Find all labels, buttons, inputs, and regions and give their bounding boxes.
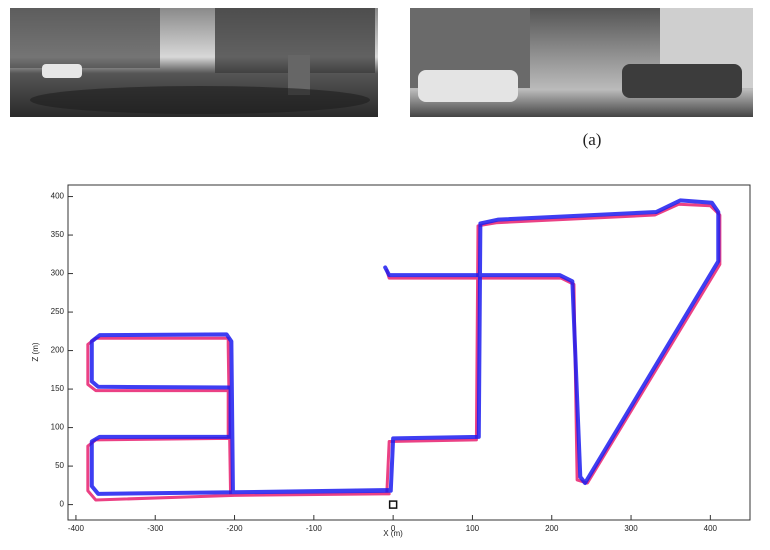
y-tick-label: 300	[51, 269, 65, 278]
x-axis-label: X (m)	[383, 529, 403, 538]
y-tick-label: 0	[60, 500, 65, 509]
x-tick-label: -100	[306, 524, 323, 533]
x-tick-label: -200	[227, 524, 244, 533]
x-tick-label: 200	[545, 524, 559, 533]
x-tick-label: 300	[624, 524, 638, 533]
plot-frame	[67, 184, 751, 521]
y-tick-label: 100	[51, 423, 65, 432]
photo-right	[410, 8, 753, 117]
y-tick-label: 50	[55, 461, 64, 470]
photo-left	[10, 8, 378, 117]
y-tick-label: 150	[51, 384, 65, 393]
x-tick-label: -300	[147, 524, 164, 533]
x-tick-label: 100	[466, 524, 480, 533]
figure-label: (a)	[583, 130, 602, 149]
trajectory	[86, 202, 722, 502]
trajectory	[89, 198, 721, 496]
x-tick-label: -400	[68, 524, 85, 533]
x-tick-label: 400	[704, 524, 718, 533]
x-tick-label: 0	[391, 524, 396, 533]
y-tick-label: 200	[51, 346, 65, 355]
y-tick-label: 250	[51, 307, 65, 316]
y-axis-label: Z (m)	[31, 342, 40, 361]
y-tick-label: 350	[51, 230, 65, 239]
start-marker	[388, 500, 398, 509]
y-tick-label: 400	[51, 192, 65, 201]
